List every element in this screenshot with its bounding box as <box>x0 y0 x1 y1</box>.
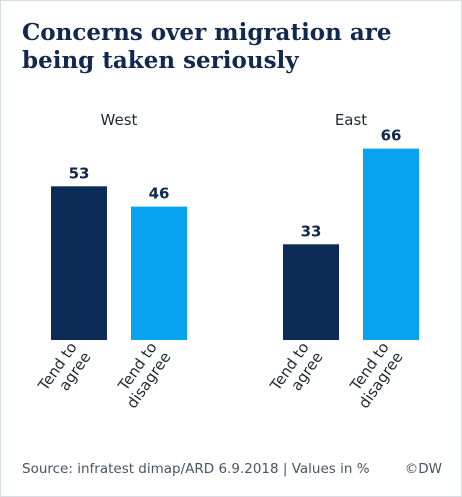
category-label-east-agree: Tend toagree <box>266 339 327 405</box>
category-label-west-agree: Tend toagree <box>34 339 95 405</box>
value-label-west-agree: 53 <box>69 164 90 182</box>
value-label-east-agree: 33 <box>301 222 322 240</box>
bar-east-disagree <box>363 148 419 340</box>
group-label-east: East <box>335 111 367 129</box>
category-label-east-disagree: Tend todisagree <box>341 339 407 412</box>
bar-west-disagree <box>131 206 187 340</box>
chart-title: Concerns over migration are being taken … <box>22 19 392 74</box>
group-label-west: West <box>101 111 138 129</box>
value-label-west-disagree: 46 <box>149 185 170 203</box>
value-label-east-disagree: 66 <box>381 127 402 145</box>
bar-west-agree <box>51 186 107 340</box>
bar-east-agree <box>283 244 339 340</box>
category-label-west-disagree: Tend todisagree <box>109 339 175 412</box>
dw-credit: ©DW <box>404 461 442 477</box>
footer: Source: infratest dimap/ARD 6.9.2018 | V… <box>22 461 442 477</box>
bar-chart: West 53 Tend toagree 46 Tend todisagree East 3… <box>34 111 419 412</box>
source-note: Source: infratest dimap/ARD 6.9.2018 | V… <box>22 461 370 477</box>
